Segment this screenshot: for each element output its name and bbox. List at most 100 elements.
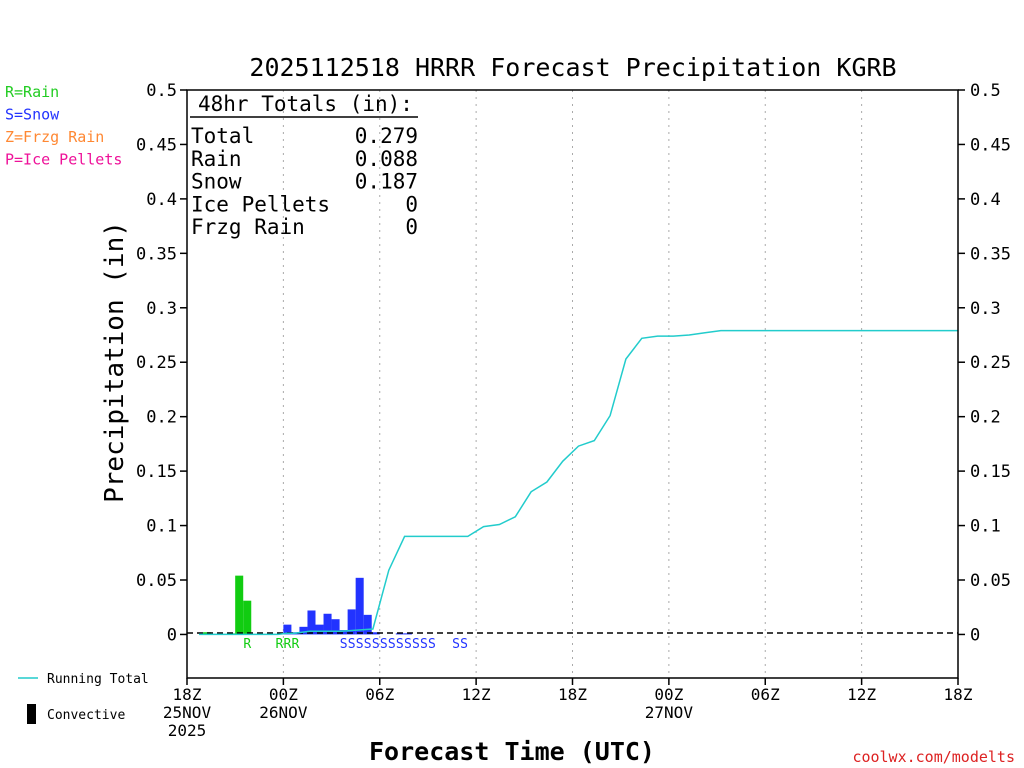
precip-bar	[403, 633, 412, 635]
y-tick-label: 0.35	[136, 244, 177, 264]
x-axis-label: Forecast Time (UTC)	[369, 737, 655, 766]
x-tick-label: 12Z	[847, 685, 876, 704]
x-tick-label: 27NOV	[645, 703, 694, 722]
y-tick-label-right: 0.05	[970, 571, 1011, 591]
precip-bar	[355, 577, 364, 635]
legend-label: Convective	[47, 708, 125, 723]
totals-label: Ice Pellets	[191, 192, 330, 216]
precip-bar	[331, 619, 340, 635]
y-tick-label: 0.1	[146, 517, 177, 537]
totals-rows: Total 0.279 Rain 0.088 Snow 0.187 Ice Pellets 0…	[191, 124, 418, 239]
y-tick-label-right: 0.25	[970, 353, 1011, 373]
type-marker: S	[388, 637, 396, 652]
precip-bar	[243, 600, 252, 635]
y-tick-label-right: 0.4	[970, 190, 1001, 210]
precip-bar	[315, 624, 324, 635]
precip-bar	[339, 630, 348, 635]
y-axis-label: Precipitation (in)	[100, 221, 130, 503]
totals-label: Rain	[191, 147, 242, 171]
type-legend-entry: S=Snow	[5, 106, 60, 124]
y-tick-label-right: 0.35	[970, 244, 1011, 264]
type-marker: R	[283, 637, 291, 652]
x-tick-label: 18Z	[944, 685, 973, 704]
y-tick-label-right: 0.3	[970, 299, 1001, 319]
y-tick-label: 0.4	[146, 190, 177, 210]
totals-box: 48hr Totals (in): Total 0.279 Rain 0.088 Sno…	[190, 92, 418, 239]
totals-value: 0	[405, 192, 418, 216]
x-tick-label: 06Z	[365, 685, 394, 704]
totals-value: 0.279	[355, 124, 418, 148]
y-tick-label: 0.15	[136, 462, 177, 482]
type-marker: S	[420, 637, 428, 652]
y-tick-label: 0.5	[146, 81, 177, 101]
totals-label: Snow	[191, 170, 242, 194]
x-tick-label: 2025	[168, 721, 207, 740]
type-marker: S	[452, 637, 460, 652]
totals-value: 0.088	[355, 147, 418, 171]
precip-bar	[283, 624, 292, 635]
type-legend-entry: P=Ice Pellets	[5, 151, 122, 169]
y-tick-label: 0.45	[136, 135, 177, 155]
y-tick-label-right: 0	[970, 625, 980, 645]
precip-bar	[323, 613, 332, 635]
type-marker: S	[356, 637, 364, 652]
series-legend: Running Total Convective	[18, 672, 149, 724]
x-tick-label: 26NOV	[259, 703, 308, 722]
precip-bar	[395, 633, 404, 635]
x-tick-label: 00Z	[269, 685, 298, 704]
y-tick-label: 0.05	[136, 571, 177, 591]
y-tick-label-right: 0.5	[970, 81, 1001, 101]
type-marker: S	[340, 637, 348, 652]
precip-bar	[235, 575, 244, 635]
type-marker: R	[243, 637, 251, 652]
y-tick-label: 0	[167, 625, 177, 645]
precip-bar	[307, 610, 316, 635]
x-tick-label: 12Z	[462, 685, 491, 704]
type-marker: R	[275, 637, 283, 652]
precip-bar	[363, 614, 372, 635]
credit-text: coolwx.com/modelts	[852, 748, 1015, 766]
totals-value: 0.187	[355, 170, 418, 194]
y-tick-label-right: 0.45	[970, 135, 1011, 155]
precip-bar	[299, 626, 308, 635]
type-marker: S	[348, 637, 356, 652]
precip-type-legend: R=Rain S=Snow Z=Frzg Rain P=Ice Pellets	[5, 83, 122, 169]
x-tick-label: 18Z	[558, 685, 587, 704]
type-marker: S	[372, 637, 380, 652]
type-legend-entry: Z=Frzg Rain	[5, 128, 104, 146]
y-tick-label: 0.25	[136, 353, 177, 373]
type-marker: S	[380, 637, 388, 652]
totals-value: 0	[405, 215, 418, 239]
x-tick-label: 18Z	[173, 685, 202, 704]
y-tick-label-right: 0.1	[970, 517, 1001, 537]
y-tick-label: 0.3	[146, 299, 177, 319]
chart-title: 2025112518 HRRR Forecast Precipitation K…	[249, 53, 896, 82]
x-tick-label: 00Z	[654, 685, 683, 704]
type-marker: S	[412, 637, 420, 652]
type-legend-entry: R=Rain	[5, 83, 59, 101]
type-marker: S	[460, 637, 468, 652]
type-marker: S	[404, 637, 412, 652]
y-tick-label-right: 0.2	[970, 408, 1001, 428]
grid-lines	[282, 90, 863, 678]
type-marker: R	[292, 637, 300, 652]
legend-label: Running Total	[47, 672, 149, 687]
type-marker: S	[364, 637, 372, 652]
legend-bar-swatch	[27, 704, 36, 724]
x-tick-label: 06Z	[751, 685, 780, 704]
type-marker: S	[396, 637, 404, 652]
precip-bar	[347, 609, 356, 635]
totals-label: Total	[191, 124, 254, 148]
y-tick-label-right: 0.15	[970, 462, 1011, 482]
y-axis-left: 0 0.05 0.1 0.15 0.2 0.25 0.3 0.35 0.4 0.45 0.5	[136, 81, 187, 645]
totals-label: Frzg Rain	[191, 215, 305, 239]
precip-bar	[371, 632, 380, 635]
y-tick-label: 0.2	[146, 408, 177, 428]
type-marker: S	[428, 637, 436, 652]
y-axis-right: 0 0.05 0.1 0.15 0.2 0.25 0.3 0.35 0.4 0.45 0.5	[958, 81, 1011, 645]
running-total-line	[199, 329, 958, 636]
x-tick-label: 25NOV	[163, 703, 212, 722]
